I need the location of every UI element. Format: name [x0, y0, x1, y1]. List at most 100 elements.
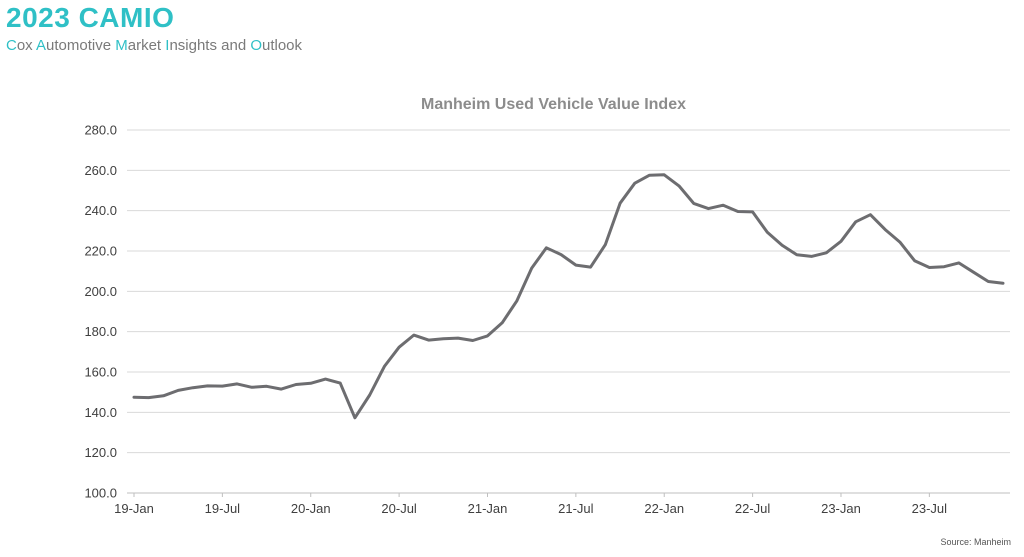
data-point: [854, 220, 857, 223]
report-subtitle: Cox Automotive Market Insights and Outlo…: [6, 37, 302, 54]
y-tick-label: 220.0: [84, 244, 117, 259]
x-tick-label: 20-Jul: [381, 501, 417, 516]
data-point: [604, 243, 607, 246]
data-point: [294, 383, 298, 386]
data-point: [412, 333, 416, 337]
data-point: [132, 396, 136, 399]
chart-title: Manheim Used Vehicle Value Index: [421, 96, 686, 113]
data-point: [324, 377, 327, 381]
subtitle-accent-letter: O: [250, 37, 262, 54]
series-layer: [132, 173, 1005, 420]
data-point: [162, 394, 165, 397]
subtitle-text: ox: [16, 37, 37, 54]
data-point: [692, 202, 695, 205]
data-point: [942, 265, 946, 268]
data-point: [353, 416, 357, 419]
data-point: [795, 253, 798, 257]
data-point: [618, 202, 622, 205]
data-point: [427, 338, 430, 342]
data-point: [766, 231, 769, 234]
data-point: [383, 365, 386, 368]
x-tick-label: 19-Jul: [205, 501, 241, 516]
x-tick-label: 22-Jan: [644, 501, 684, 516]
data-point: [1001, 282, 1005, 285]
subtitle-accent-letter: I: [165, 37, 170, 54]
y-tick-label: 160.0: [84, 365, 117, 380]
data-point: [176, 389, 180, 392]
data-point: [707, 207, 710, 210]
data-point: [677, 184, 681, 188]
data-point: [515, 299, 519, 303]
data-point: [928, 266, 931, 269]
data-point: [663, 173, 666, 176]
data-point: [810, 255, 813, 258]
subtitle-accent-letter: M: [115, 37, 128, 54]
y-tick-label: 200.0: [84, 284, 117, 299]
x-tick-label: 20-Jan: [291, 501, 331, 516]
data-point: [471, 339, 474, 342]
data-point: [883, 228, 887, 231]
x-tick-label: 23-Jan: [821, 501, 861, 516]
data-point: [250, 386, 254, 389]
subtitle-accent-letter: C: [6, 37, 17, 54]
data-point: [721, 204, 725, 207]
data-point: [397, 345, 401, 349]
data-point: [574, 263, 578, 267]
x-tick-label: 19-Jan: [114, 501, 154, 516]
data-point: [235, 382, 239, 386]
y-tick-label: 240.0: [84, 203, 117, 218]
data-point: [825, 251, 828, 255]
subtitle-text: utomotive: [46, 37, 116, 54]
data-point: [633, 182, 636, 185]
data-point: [442, 337, 445, 340]
x-tick-label: 23-Jul: [912, 501, 948, 516]
report-title: 2023 CAMIO: [6, 2, 175, 33]
y-tick-label: 180.0: [84, 324, 117, 339]
data-point: [780, 243, 784, 247]
data-point: [501, 321, 504, 324]
data-point: [191, 386, 195, 389]
data-point: [987, 280, 990, 283]
x-tick-label: 21-Jul: [558, 501, 594, 516]
data-point: [839, 240, 843, 243]
x-tick-label: 21-Jan: [468, 501, 508, 516]
data-point: [530, 266, 533, 270]
data-point: [736, 210, 740, 213]
data-point: [339, 381, 342, 385]
data-point: [957, 261, 961, 265]
y-tick-label: 120.0: [84, 445, 117, 460]
subtitle-text: utlook: [262, 37, 303, 54]
y-tick-label: 140.0: [84, 405, 117, 420]
y-tick-label: 280.0: [84, 123, 117, 138]
data-point: [368, 393, 371, 397]
data-point: [456, 336, 460, 340]
data-point: [869, 213, 872, 216]
data-point: [898, 240, 902, 244]
data-point: [913, 259, 916, 262]
data-point: [486, 334, 489, 338]
data-point: [589, 265, 592, 269]
data-point: [280, 387, 283, 391]
x-axis: 19-Jan 19-Jul 20-Jan 20-Jul 21-Jan 21-Jul 22-J…: [114, 493, 947, 516]
data-point: [751, 210, 754, 214]
y-axis: 100.0 120.0 140.0 160.0 180.0 200.0 220.0 240.0…: [84, 123, 117, 501]
x-tick-label: 22-Jul: [735, 501, 771, 516]
y-tick-label: 260.0: [84, 163, 117, 178]
data-point: [265, 385, 268, 388]
data-point: [147, 396, 150, 399]
data-point: [309, 382, 312, 385]
data-point: [972, 270, 975, 274]
gridlines: [127, 129, 1010, 494]
y-tick-label: 100.0: [84, 486, 117, 501]
series-line: [132, 173, 1005, 420]
subtitle-text: arket: [127, 37, 166, 54]
data-point: [206, 384, 209, 388]
data-point: [221, 384, 224, 388]
data-point: [648, 173, 651, 177]
subtitle-text: nsights and: [169, 37, 251, 54]
data-point: [545, 246, 548, 249]
data-point: [559, 253, 563, 256]
source-note: Source: Manheim: [940, 537, 1011, 547]
subtitle-accent-letter: A: [36, 37, 47, 54]
